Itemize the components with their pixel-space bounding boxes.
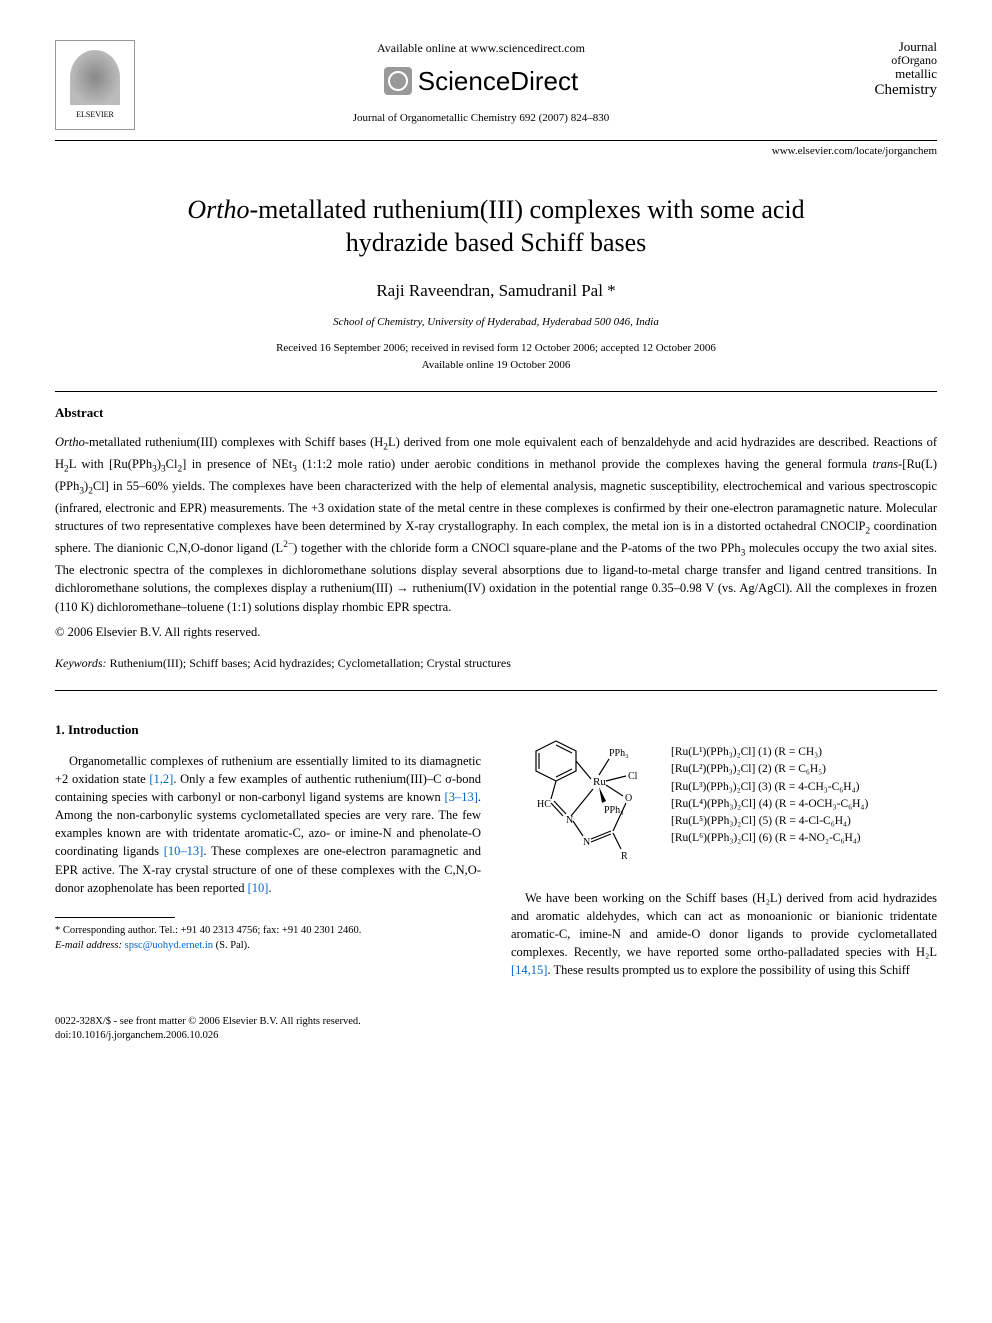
abstract-rule-top [55,391,937,392]
sciencedirect-logo: ScienceDirect [150,63,812,99]
elsevier-text: ELSEVIER [76,109,114,120]
ru-label: Ru [593,776,606,788]
complex-2: [Ru(L²)(PPh₃)₂Cl] (2) (R = C₆H₅) [671,761,868,778]
n2-label: N [583,837,590,848]
col2-p1b: . These results prompted us to explore t… [547,963,909,977]
center-header: Available online at www.sciencedirect.co… [135,40,827,127]
molecule-diagram: Ru PPh₃ Cl PPh₃ O [511,721,661,871]
footer-line2: doi:10.1016/j.jorganchem.2006.10.026 [55,1029,937,1044]
complex-3: [Ru(L³)(PPh₃)₂Cl] (3) (R = 4-CH₃-C₆H₄) [671,779,868,796]
abstract-text: Ortho-metallated ruthenium(III) complexe… [55,433,937,616]
ref-link-5[interactable]: [14,15] [511,963,547,977]
journal-logo-l1: Journal [827,40,937,54]
dates-online: Available online 19 October 2006 [55,358,937,373]
ref-link-1[interactable]: [1,2] [149,772,173,786]
journal-logo-l4: Chemistry [827,82,937,99]
left-column: 1. Introduction Organometallic complexes… [55,721,481,990]
header-rule [55,140,937,141]
intro-p1e: . [268,881,271,895]
hc-label: HC [537,799,551,810]
journal-logo-l3: metallic [827,67,937,81]
dates-received: Received 16 September 2006; received in … [55,341,937,356]
article-title: Ortho-metallated ruthenium(III) complexe… [55,194,937,259]
footnote-separator [55,917,175,918]
footer: 0022-328X/$ - see front matter © 2006 El… [55,1015,937,1044]
email-line: E-mail address: spsc@uohyd.ernet.in (S. … [55,939,481,954]
ref-link-4[interactable]: [10] [248,881,269,895]
col2-p1a: We have been working on the Schiff bases… [511,891,937,959]
authors: Raji Raveendran, Samudranil Pal * [55,279,937,303]
elsevier-logo: ELSEVIER [55,40,135,130]
o-label: O [625,793,632,804]
footer-line1: 0022-328X/$ - see front matter © 2006 El… [55,1015,937,1030]
cl-label: Cl [628,771,638,782]
ref-link-3[interactable]: [10–13] [164,844,204,858]
sciencedirect-text: ScienceDirect [418,63,578,99]
email-address[interactable]: spsc@uohyd.ernet.in [122,940,213,951]
abstract-rule-bottom [55,690,937,691]
pph3-top-label: PPh₃ [609,748,629,759]
intro-heading: 1. Introduction [55,721,481,740]
complex-4: [Ru(L⁴)(PPh₃)₂Cl] (4) (R = 4-OCH₃-C₆H₄) [671,796,868,813]
affiliation: School of Chemistry, University of Hyder… [55,315,937,330]
complex-list: [Ru(L¹)(PPh₃)₂Cl] (1) (R = CH₃) [Ru(L²)(… [671,744,868,848]
body-columns: 1. Introduction Organometallic complexes… [55,721,937,990]
title-line2: hydrazide based Schiff bases [346,228,647,257]
col2-paragraph: We have been working on the Schiff bases… [511,889,937,980]
available-online: Available online at www.sciencedirect.co… [150,40,812,57]
ref-link-2[interactable]: [3–13] [445,790,478,804]
n1-label: N [566,815,573,826]
r-label: R [621,851,628,862]
email-label: E-mail address: [55,940,122,951]
header: ELSEVIER Available online at www.science… [55,40,937,130]
locate-url: www.elsevier.com/locate/jorganchem [55,144,937,159]
keywords-label: Keywords: [55,656,107,670]
journal-logo: Journal ofOrgano metallic Chemistry [827,40,937,98]
corresponding-author: * Corresponding author. Tel.: +91 40 231… [55,924,481,939]
structure-figure: Ru PPh₃ Cl PPh₃ O [511,721,937,871]
title-line1-rest: -metallated ruthenium(III) complexes wit… [249,195,804,224]
journal-reference: Journal of Organometallic Chemistry 692 … [150,111,812,126]
keywords-list: Ruthenium(III); Schiff bases; Acid hydra… [107,656,511,670]
complex-5: [Ru(L⁵)(PPh₃)₂Cl] (5) (R = 4-Cl-C₆H₄) [671,813,868,830]
complex-6: [Ru(L⁶)(PPh₃)₂Cl] (6) (R = 4-NO₂-C₆H₄) [671,830,868,847]
copyright: © 2006 Elsevier B.V. All rights reserved… [55,624,937,642]
complex-1: [Ru(L¹)(PPh₃)₂Cl] (1) (R = CH₃) [671,744,868,761]
sciencedirect-icon [384,67,412,95]
intro-paragraph: Organometallic complexes of ruthenium ar… [55,752,481,897]
right-column: Ru PPh₃ Cl PPh₃ O [511,721,937,990]
abstract-heading: Abstract [55,404,937,422]
email-tail: (S. Pal). [213,940,250,951]
title-italic: Ortho [187,195,249,224]
keywords: Keywords: Ruthenium(III); Schiff bases; … [55,655,937,672]
elsevier-tree-icon [70,50,120,105]
